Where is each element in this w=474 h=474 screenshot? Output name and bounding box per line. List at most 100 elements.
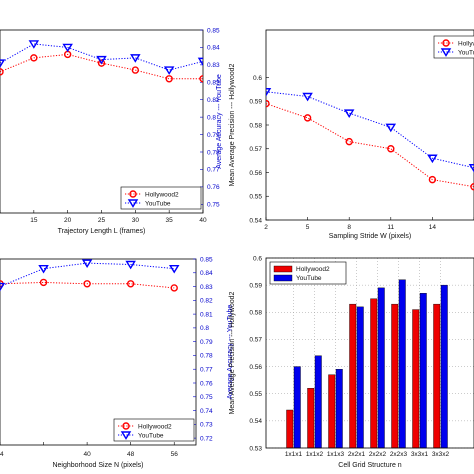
y-tick-label: 0.54 xyxy=(249,418,262,425)
chart-neighborhood-size: 24 40 48 56 Neighborhood Size N (pixels) 0.72… xyxy=(0,256,234,469)
data-point-youtube xyxy=(96,55,107,65)
bar-youtube xyxy=(335,369,343,449)
y-tick-label: 0.54 xyxy=(249,217,262,224)
data-point-hollywood2 xyxy=(345,137,353,146)
series-line-hollywood2 xyxy=(266,103,474,188)
data-point-hollywood2 xyxy=(470,183,474,191)
data-point-youtube xyxy=(0,282,6,292)
y-tick-label: 0.6 xyxy=(253,255,262,262)
y2-axis-label: Average Accuracy --- YouTube xyxy=(227,305,234,400)
data-point-hollywood2 xyxy=(131,66,140,74)
x-tick-label: 24 xyxy=(0,451,4,458)
y2-tick-label: 0.72 xyxy=(200,435,213,442)
y-tick-label: 0.56 xyxy=(249,364,262,371)
series-line-hollywood2 xyxy=(0,281,175,289)
legend-label: Hollywood2 xyxy=(458,40,474,47)
y-axis-label: Mean Average Precision --- Hollywood2 xyxy=(229,291,236,414)
plot-frame xyxy=(265,257,474,449)
data-point-youtube xyxy=(81,259,93,268)
bar-youtube xyxy=(293,366,301,449)
bar-youtube xyxy=(440,284,448,449)
data-point-hollywood2 xyxy=(428,175,437,184)
x-tick-label: 8 xyxy=(347,224,351,231)
y-tick-label: 0.6 xyxy=(253,75,262,82)
x-axis-label: Trajectory Length L (frames) xyxy=(58,228,146,235)
x-tick-label: 40 xyxy=(199,217,207,224)
x-tick-label: 1x1x1 xyxy=(285,451,303,458)
legend-swatch xyxy=(273,274,293,282)
data-point-youtube xyxy=(0,59,6,68)
legend-box xyxy=(120,186,202,210)
legend-label: YouTube xyxy=(458,49,474,56)
legend-marker xyxy=(129,190,137,198)
bar-youtube xyxy=(377,287,385,449)
y2-tick-label: 0.75 xyxy=(207,202,220,209)
y-tick-label: 0.55 xyxy=(249,194,262,201)
y-tick-label: 0.57 xyxy=(249,146,262,153)
plot-frame xyxy=(0,258,197,446)
series-group xyxy=(0,40,203,83)
series-group xyxy=(0,259,180,292)
legend-label: Hollywood2 xyxy=(296,266,330,273)
x-tick-label: 3x3x1 xyxy=(411,451,429,458)
y-tick-label: 0.57 xyxy=(249,337,262,344)
bar-youtube xyxy=(356,306,364,449)
y2-tick-label: 0.75 xyxy=(200,394,213,401)
y2-axis-label: Average Accuracy --- YouTube xyxy=(216,74,223,169)
legend-box xyxy=(113,418,195,442)
bar-youtube xyxy=(398,279,406,449)
bar-hollywood2 xyxy=(370,298,378,449)
data-point-hollywood2 xyxy=(303,114,312,122)
y2-tick-label: 0.78 xyxy=(200,353,213,360)
y2-tick-label: 0.84 xyxy=(207,45,220,52)
data-point-youtube xyxy=(266,88,272,97)
series-line-youtube xyxy=(266,91,474,169)
y2-tick-label: 0.78 xyxy=(207,149,220,156)
x-tick-label: 15 xyxy=(30,217,38,224)
series-line-hollywood2 xyxy=(0,53,203,80)
legend-marker xyxy=(120,431,132,440)
data-point-hollywood2 xyxy=(199,75,203,83)
bar-youtube xyxy=(314,355,322,449)
x-tick-label: 5 xyxy=(306,224,310,231)
y-tick-label: 0.59 xyxy=(249,99,262,106)
y2-tick-label: 0.85 xyxy=(200,256,213,263)
data-point-hollywood2 xyxy=(266,99,270,108)
x-tick-label: 2 xyxy=(264,224,268,231)
x-axis-label: Neighborhood Size N (pixels) xyxy=(52,462,143,469)
data-point-hollywood2 xyxy=(97,59,106,67)
x-tick-label: 20 xyxy=(64,217,72,224)
y-tick-label: 0.58 xyxy=(249,310,262,317)
legend-label: YouTube xyxy=(145,200,171,207)
data-point-youtube xyxy=(163,66,175,75)
data-point-youtube xyxy=(38,264,49,274)
bar-youtube xyxy=(419,293,427,449)
data-point-youtube xyxy=(385,123,397,133)
data-point-hollywood2 xyxy=(387,145,395,153)
data-point-youtube xyxy=(343,109,355,118)
y2-tick-label: 0.8 xyxy=(207,114,216,121)
y2-tick-label: 0.81 xyxy=(207,97,220,104)
data-point-youtube xyxy=(125,260,136,270)
legend-label: YouTube xyxy=(138,432,164,439)
x-axis-label: Sampling Stride W (pixels) xyxy=(329,233,411,240)
y2-tick-label: 0.84 xyxy=(200,270,213,277)
y-tick-label: 0.53 xyxy=(249,445,262,452)
x-tick-label: 48 xyxy=(127,451,135,458)
y2-tick-label: 0.83 xyxy=(200,284,213,291)
y2-tick-label: 0.74 xyxy=(200,408,213,415)
series-group xyxy=(266,88,474,191)
bar-hollywood2 xyxy=(433,303,441,449)
legend-swatch xyxy=(273,265,293,273)
x-tick-label: 2x2x1 xyxy=(348,451,366,458)
bar-hollywood2 xyxy=(286,409,294,449)
legend-marker xyxy=(127,199,139,208)
legend: Hollywood2 YouTube xyxy=(269,261,347,285)
y2-tick-label: 0.79 xyxy=(200,339,213,346)
y2-tick-label: 0.77 xyxy=(207,167,220,174)
legend-label: YouTube xyxy=(296,275,322,282)
legend-marker xyxy=(442,39,450,47)
legend-marker xyxy=(122,422,130,430)
y2-tick-label: 0.82 xyxy=(207,80,220,87)
bar-hollywood2 xyxy=(328,374,336,449)
